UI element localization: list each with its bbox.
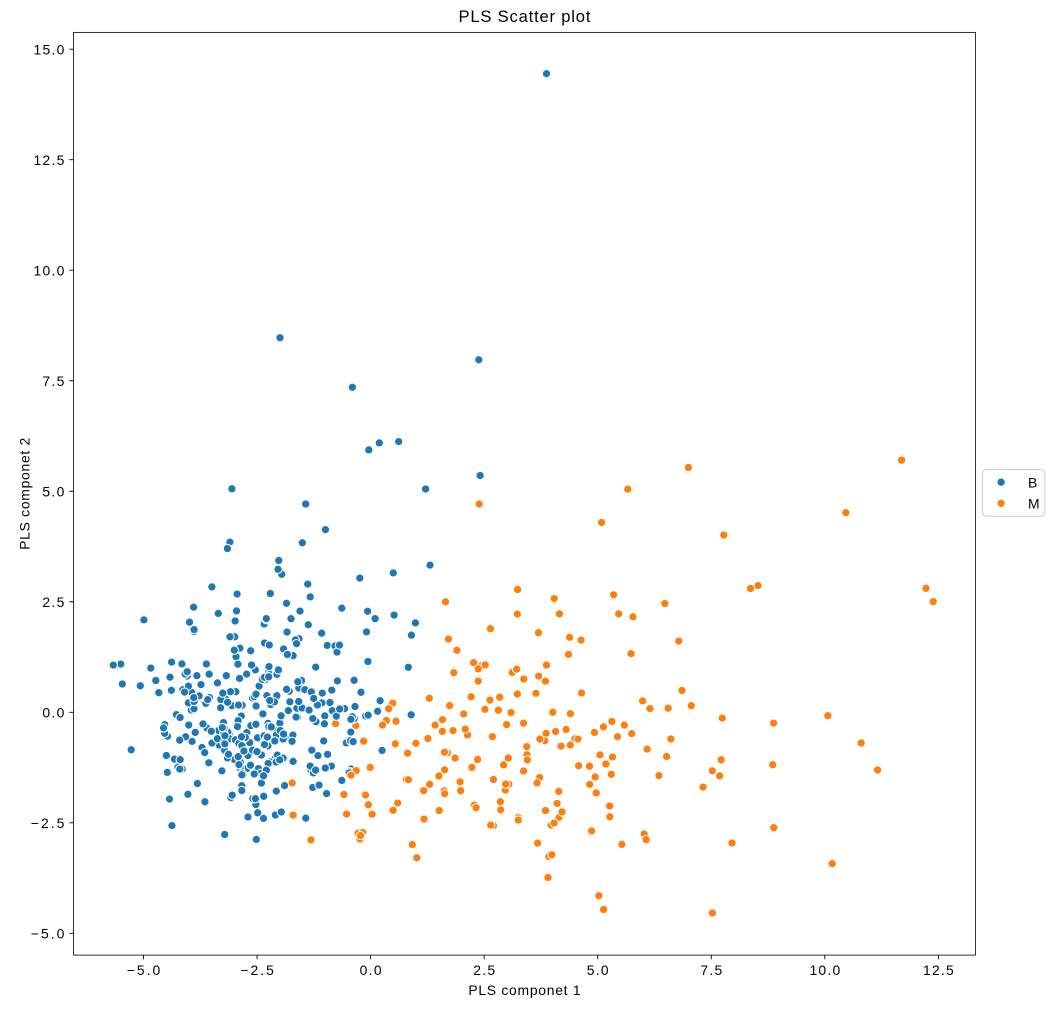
svg-text:−2.5: −2.5 [31, 815, 65, 831]
svg-text:2.5: 2.5 [473, 962, 495, 978]
svg-text:10.0: 10.0 [809, 962, 840, 978]
svg-text:−5.0: −5.0 [31, 926, 65, 942]
svg-text:0.0: 0.0 [42, 705, 64, 721]
svg-text:B: B [1028, 475, 1037, 491]
svg-text:−5.0: −5.0 [127, 962, 161, 978]
svg-text:2.5: 2.5 [42, 594, 64, 610]
svg-text:PLS Scatter plot: PLS Scatter plot [458, 7, 590, 26]
svg-text:5.0: 5.0 [42, 484, 64, 500]
svg-text:−2.5: −2.5 [240, 962, 274, 978]
svg-text:12.5: 12.5 [34, 152, 65, 168]
svg-text:7.5: 7.5 [700, 962, 722, 978]
svg-text:0.0: 0.0 [360, 962, 382, 978]
svg-text:5.0: 5.0 [587, 962, 609, 978]
svg-text:M: M [1028, 496, 1040, 512]
svg-text:PLS componet 1: PLS componet 1 [468, 982, 581, 998]
svg-text:12.5: 12.5 [923, 962, 954, 978]
svg-text:7.5: 7.5 [42, 373, 64, 389]
svg-text:15.0: 15.0 [34, 42, 65, 58]
svg-text:PLS componet 2: PLS componet 2 [17, 437, 33, 549]
svg-text:10.0: 10.0 [34, 263, 65, 279]
